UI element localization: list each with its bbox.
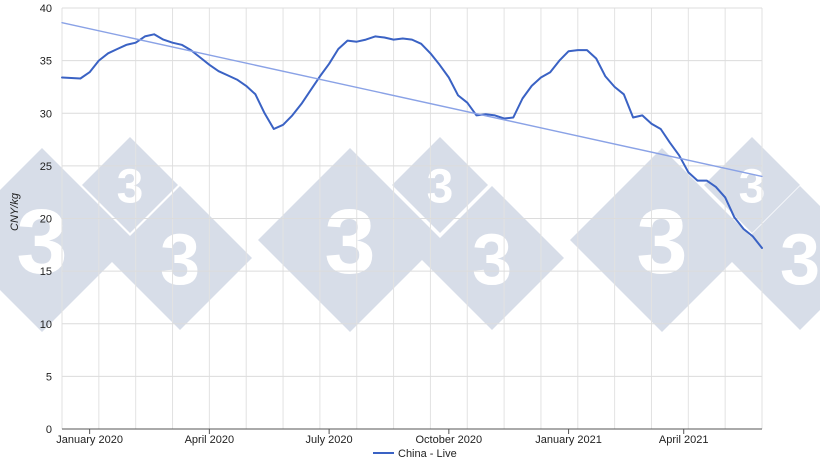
x-tick-label: July 2020 [306,434,353,446]
legend: China - Live [373,448,457,460]
watermark-diamond [704,137,800,233]
legend-label-china-live: China - Live [398,448,457,460]
watermark-digit: 3 [160,220,200,300]
watermark-digit: 3 [739,160,766,213]
y-tick-label: 35 [40,56,52,68]
y-tick-label: 15 [40,266,52,278]
watermark-diamond [108,186,252,330]
watermark-diamond [392,137,488,233]
watermark-diamond [82,137,178,233]
x-tick-label: January 2021 [535,434,602,446]
trend-line [61,22,763,178]
watermark-digit: 3 [636,191,687,293]
watermark-digit: 3 [780,220,820,300]
y-tick-label: 30 [40,108,52,120]
watermark-diamond [728,186,820,330]
y-tick-label: 5 [46,371,52,383]
watermark-digit: 3 [16,191,67,293]
axes: 0 5 10 15 20 25 30 35 40 January 2020 April 2020 Ju… [40,3,762,446]
x-tick-label: October 2020 [416,434,483,446]
series-line-china-live [61,33,763,249]
watermark-logo: 333 333 333 [0,137,820,332]
watermark-digit: 3 [117,160,144,213]
x-tick-label: January 2020 [56,434,123,446]
watermark-diamond [420,186,564,330]
series-layer [61,22,763,249]
watermark-diamond [0,148,134,332]
watermark-diamond [570,148,754,332]
y-axis-label: CNY/kg [9,192,21,231]
y-tick-label: 20 [40,214,52,226]
x-tick-label: April 2021 [659,434,709,446]
y-tick-label: 25 [40,161,52,173]
grid-lines [61,7,763,430]
watermark-diamond [258,148,442,332]
watermark-digit: 3 [324,191,375,293]
y-tick-label: 10 [40,319,52,331]
y-tick-label: 0 [46,424,52,436]
y-tick-label: 40 [40,3,52,15]
watermark-digit: 3 [472,220,512,300]
watermark-digit: 3 [427,160,454,213]
x-tick-label: April 2020 [185,434,235,446]
